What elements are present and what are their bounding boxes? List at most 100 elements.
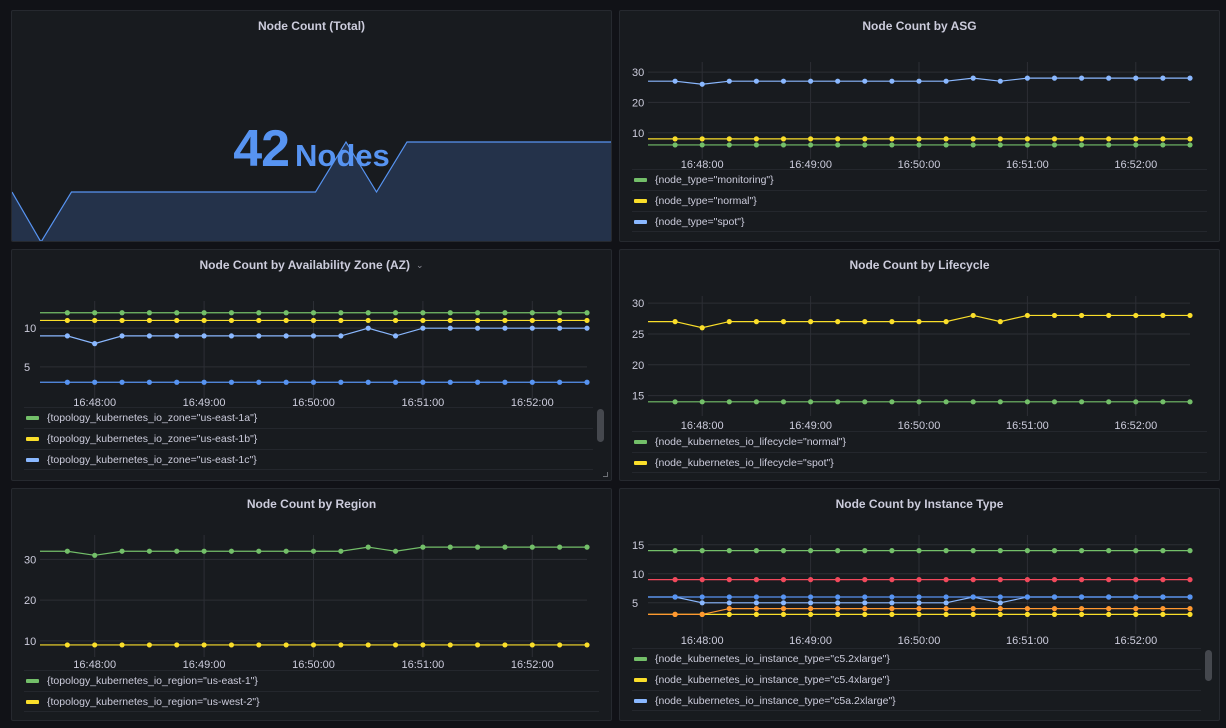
data-point[interactable]	[970, 548, 976, 554]
data-point[interactable]	[916, 142, 922, 148]
data-point[interactable]	[256, 333, 262, 339]
data-point[interactable]	[1051, 606, 1058, 612]
data-point[interactable]	[997, 78, 1003, 84]
data-point[interactable]	[753, 399, 759, 405]
data-point[interactable]	[808, 142, 814, 148]
data-point[interactable]	[557, 379, 563, 385]
data-point[interactable]	[1051, 75, 1058, 81]
data-point[interactable]	[997, 600, 1003, 606]
data-point[interactable]	[174, 548, 180, 554]
data-point[interactable]	[943, 611, 949, 617]
data-point[interactable]	[970, 611, 976, 617]
data-point[interactable]	[889, 594, 895, 600]
data-point[interactable]	[310, 317, 317, 324]
data-point[interactable]	[92, 341, 98, 347]
data-point[interactable]	[365, 325, 371, 331]
panel-title[interactable]: Node Count (Total)	[257, 19, 366, 33]
data-point[interactable]	[943, 600, 949, 606]
legend-item[interactable]: {node_kubernetes_io_lifecycle="normal"}	[632, 431, 1207, 452]
data-point[interactable]	[310, 548, 317, 554]
data-point[interactable]	[672, 399, 678, 405]
data-point[interactable]	[753, 594, 759, 600]
data-point[interactable]	[475, 317, 481, 324]
data-point[interactable]	[753, 600, 759, 606]
data-point[interactable]	[283, 642, 289, 648]
data-point[interactable]	[338, 379, 344, 385]
data-point[interactable]	[943, 136, 949, 142]
data-point[interactable]	[174, 333, 180, 339]
data-point[interactable]	[916, 78, 922, 84]
data-point[interactable]	[529, 310, 535, 316]
data-point[interactable]	[1079, 594, 1085, 600]
data-point[interactable]	[699, 399, 705, 405]
data-point[interactable]	[916, 548, 922, 554]
legend-item[interactable]: {node_kubernetes_io_instance_type="c5.4x…	[632, 669, 1201, 690]
data-point[interactable]	[1051, 136, 1058, 142]
data-point[interactable]	[1187, 399, 1193, 405]
data-point[interactable]	[889, 319, 895, 325]
data-point[interactable]	[1160, 142, 1166, 148]
chevron-down-icon[interactable]: ⌄	[415, 260, 424, 270]
data-point[interactable]	[201, 333, 207, 339]
data-point[interactable]	[1133, 75, 1139, 81]
data-point[interactable]	[1133, 548, 1139, 554]
data-point[interactable]	[862, 611, 868, 617]
data-point[interactable]	[1160, 606, 1166, 612]
data-point[interactable]	[201, 317, 207, 324]
data-point[interactable]	[808, 606, 814, 612]
data-point[interactable]	[672, 594, 678, 600]
data-point[interactable]	[726, 399, 732, 405]
data-point[interactable]	[1106, 611, 1112, 617]
data-point[interactable]	[228, 642, 235, 648]
data-point[interactable]	[64, 642, 70, 648]
data-point[interactable]	[502, 310, 508, 316]
data-point[interactable]	[174, 642, 180, 648]
data-point[interactable]	[699, 600, 705, 606]
data-point[interactable]	[780, 577, 787, 583]
data-point[interactable]	[835, 548, 841, 554]
resize-handle[interactable]	[603, 472, 608, 477]
data-point[interactable]	[1051, 611, 1058, 617]
data-point[interactable]	[529, 642, 535, 648]
data-point[interactable]	[1106, 312, 1112, 319]
data-point[interactable]	[916, 611, 922, 617]
data-point[interactable]	[753, 548, 759, 554]
data-point[interactable]	[780, 319, 787, 325]
data-point[interactable]	[502, 642, 508, 648]
data-point[interactable]	[889, 577, 895, 583]
legend-item[interactable]: {node_type="normal"}	[632, 190, 1207, 211]
data-point[interactable]	[1160, 611, 1166, 617]
data-point[interactable]	[726, 142, 732, 148]
data-point[interactable]	[447, 544, 453, 550]
data-point[interactable]	[338, 317, 344, 324]
data-point[interactable]	[1160, 136, 1166, 142]
data-point[interactable]	[672, 142, 678, 148]
data-point[interactable]	[1160, 548, 1166, 554]
legend-item[interactable]: {node_kubernetes_io_lifecycle="spot"}	[632, 452, 1207, 473]
data-point[interactable]	[146, 310, 152, 316]
data-point[interactable]	[174, 317, 180, 324]
data-point[interactable]	[997, 611, 1003, 617]
data-point[interactable]	[699, 136, 705, 142]
data-point[interactable]	[672, 136, 678, 142]
data-point[interactable]	[1160, 75, 1166, 81]
panel-title[interactable]: Node Count by ASG	[862, 19, 977, 33]
data-point[interactable]	[916, 594, 922, 600]
legend-item[interactable]: {node_kubernetes_io_instance_type="c5a.2…	[632, 690, 1201, 711]
data-point[interactable]	[726, 600, 732, 606]
data-point[interactable]	[420, 310, 426, 316]
data-point[interactable]	[1187, 142, 1193, 148]
data-point[interactable]	[726, 606, 732, 612]
data-point[interactable]	[502, 317, 508, 324]
data-point[interactable]	[392, 548, 399, 554]
data-point[interactable]	[835, 136, 841, 142]
data-point[interactable]	[862, 136, 868, 142]
data-point[interactable]	[943, 606, 949, 612]
legend-scrollbar[interactable]	[1205, 650, 1212, 681]
data-point[interactable]	[338, 642, 344, 648]
data-point[interactable]	[310, 379, 317, 385]
data-point[interactable]	[997, 594, 1003, 600]
data-point[interactable]	[672, 611, 678, 617]
panel-title[interactable]: Node Count by Availability Zone (AZ) ⌄	[12, 257, 611, 273]
data-point[interactable]	[1106, 75, 1112, 81]
